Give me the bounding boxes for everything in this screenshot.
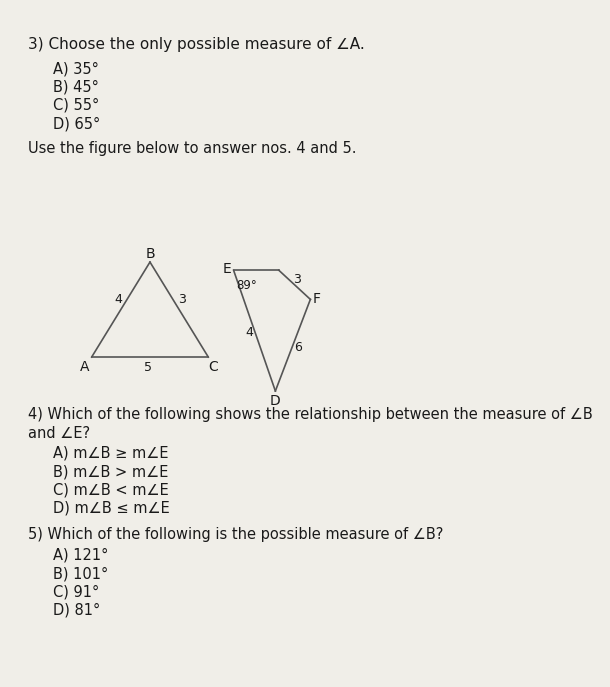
Text: F: F [312,293,320,306]
Text: B) 101°: B) 101° [53,566,108,581]
Text: 4: 4 [115,293,123,306]
Text: 5: 5 [143,361,151,374]
Text: 3) Choose the only possible measure of ∠A.: 3) Choose the only possible measure of ∠… [29,37,365,52]
Text: 89°: 89° [237,279,257,292]
Text: A) m∠B ≥ m∠E: A) m∠B ≥ m∠E [53,446,168,461]
Text: A) 121°: A) 121° [53,548,108,563]
Text: B) 45°: B) 45° [53,80,99,95]
Text: 3: 3 [293,273,301,286]
Text: Use the figure below to answer nos. 4 and 5.: Use the figure below to answer nos. 4 an… [29,141,357,155]
Text: D) m∠B ≤ m∠E: D) m∠B ≤ m∠E [53,501,170,516]
Text: 5) Which of the following is the possible measure of ∠B?: 5) Which of the following is the possibl… [29,528,444,542]
Text: B: B [145,247,155,261]
Text: 3: 3 [178,293,185,306]
Text: and ∠E?: and ∠E? [29,425,91,440]
Text: C: C [208,360,218,374]
Text: D: D [270,394,281,408]
Text: A) 35°: A) 35° [53,61,99,76]
Text: C) 91°: C) 91° [53,585,99,599]
Text: C) m∠B < m∠E: C) m∠B < m∠E [53,482,168,497]
Text: 4: 4 [246,326,254,339]
Text: 6: 6 [294,341,302,354]
Text: D) 81°: D) 81° [53,602,100,618]
Text: E: E [223,262,231,276]
Text: C) 55°: C) 55° [53,98,99,113]
Text: B) m∠B > m∠E: B) m∠B > m∠E [53,464,168,480]
Text: D) 65°: D) 65° [53,116,100,131]
Text: A: A [80,360,89,374]
Text: 4) Which of the following shows the relationship between the measure of ∠B: 4) Which of the following shows the rela… [29,407,593,423]
